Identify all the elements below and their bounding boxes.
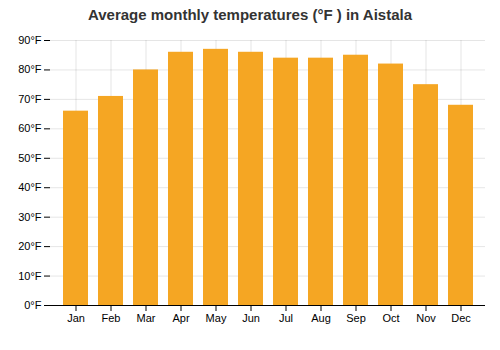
svg-text:Jan: Jan: [67, 312, 85, 324]
svg-text:Nov: Nov: [416, 312, 436, 324]
svg-text:Aug: Aug: [311, 312, 331, 324]
html-text:Average monthly temperatures (: Average monthly temperatures (°F ) in Ai…: [87, 6, 413, 23]
svg-text:50°F: 50°F: [18, 152, 42, 164]
svg-text:10°F: 10°F: [18, 270, 42, 282]
svg-text:Jul: Jul: [279, 312, 293, 324]
svg-text:Oct: Oct: [382, 312, 399, 324]
svg-text:60°F: 60°F: [18, 122, 42, 134]
svg-text:40°F: 40°F: [18, 181, 42, 193]
svg-text:90°F: 90°F: [18, 34, 42, 46]
svg-text:80°F: 80°F: [18, 63, 42, 75]
svg-text:Dec: Dec: [451, 312, 471, 324]
svg-text:Apr: Apr: [172, 312, 189, 324]
svg-text:70°F: 70°F: [18, 93, 42, 105]
svg-text:Jun: Jun: [242, 312, 260, 324]
svg-text:Sep: Sep: [346, 312, 366, 324]
svg-text:Feb: Feb: [102, 312, 121, 324]
svg-text:Mar: Mar: [137, 312, 156, 324]
svg-text:0°F: 0°F: [24, 299, 42, 311]
svg-text:May: May: [206, 312, 227, 324]
svg-text:30°F: 30°F: [18, 211, 42, 223]
svg-text:20°F: 20°F: [18, 240, 42, 252]
